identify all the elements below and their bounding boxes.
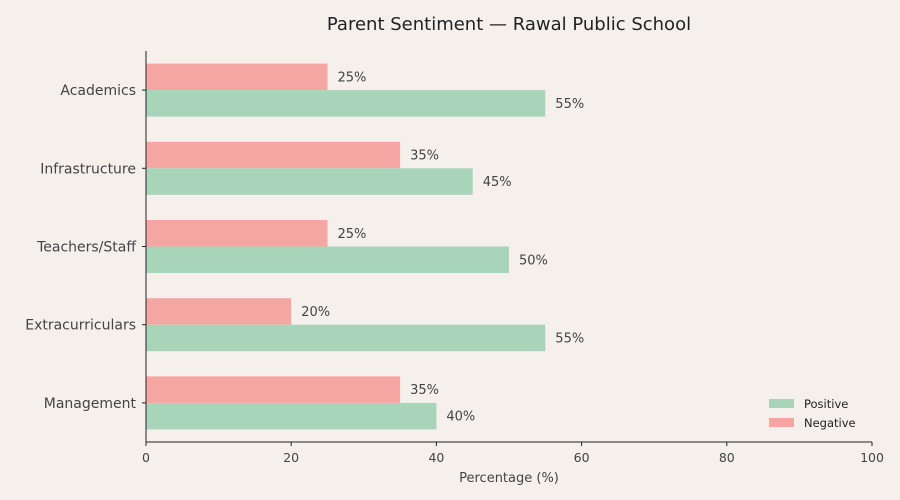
bar-negative-management	[146, 376, 401, 403]
value-label-positive-academics: 55%	[555, 97, 584, 112]
value-label-negative-management: 35%	[410, 383, 439, 398]
x-tick-label-40: 40	[428, 450, 444, 465]
x-axis-title: Percentage (%)	[459, 471, 559, 486]
y-tick-label-infrastructure: Infrastructure	[40, 161, 136, 177]
bar-positive-management	[146, 402, 437, 430]
chart-title: Parent Sentiment — Rawal Public School	[327, 14, 691, 35]
bars-layer	[146, 63, 546, 430]
value-label-positive-management: 40%	[446, 410, 475, 425]
x-tick-label-60: 60	[574, 450, 590, 465]
value-label-positive-infrastructure: 45%	[483, 175, 512, 190]
y-tick-label-extracurriculars: Extracurriculars	[25, 318, 136, 334]
value-label-negative-teachers-staff: 25%	[338, 227, 367, 242]
y-tick-label-management: Management	[44, 396, 137, 412]
value-label-negative-academics: 25%	[338, 70, 367, 85]
bar-negative-academics	[146, 63, 328, 91]
ticks-layer	[142, 89, 873, 446]
bar-positive-infrastructure	[146, 168, 473, 195]
bar-positive-extracurriculars	[146, 324, 546, 352]
y-tick-label-teachers-staff: Teachers/Staff	[36, 240, 136, 256]
x-tick-label-0: 0	[142, 450, 150, 465]
bar-negative-infrastructure	[146, 141, 401, 169]
x-tick-label-20: 20	[283, 450, 299, 465]
x-tick-label-80: 80	[719, 450, 735, 465]
bar-positive-academics	[146, 90, 546, 117]
value-label-negative-extracurriculars: 20%	[301, 305, 330, 320]
y-tick-label-academics: Academics	[60, 83, 136, 99]
x-tick-label-100: 100	[860, 450, 884, 465]
bar-negative-teachers-staff	[146, 220, 328, 247]
bar-negative-extracurriculars	[146, 298, 292, 325]
legend: Positive Negative	[769, 397, 856, 430]
legend-swatch-positive	[769, 399, 794, 408]
value-label-negative-infrastructure: 35%	[410, 149, 439, 164]
bar-positive-teachers-staff	[146, 246, 509, 273]
legend-swatch-negative	[769, 418, 794, 427]
legend-label-negative: Negative	[804, 416, 856, 430]
value-label-positive-extracurriculars: 55%	[555, 331, 584, 346]
value-label-positive-teachers-staff: 50%	[519, 253, 548, 268]
labels-layer: 25% 55% Academics 35% 45% Infrastructure 25% 50…	[25, 70, 884, 465]
legend-label-positive: Positive	[804, 397, 848, 411]
